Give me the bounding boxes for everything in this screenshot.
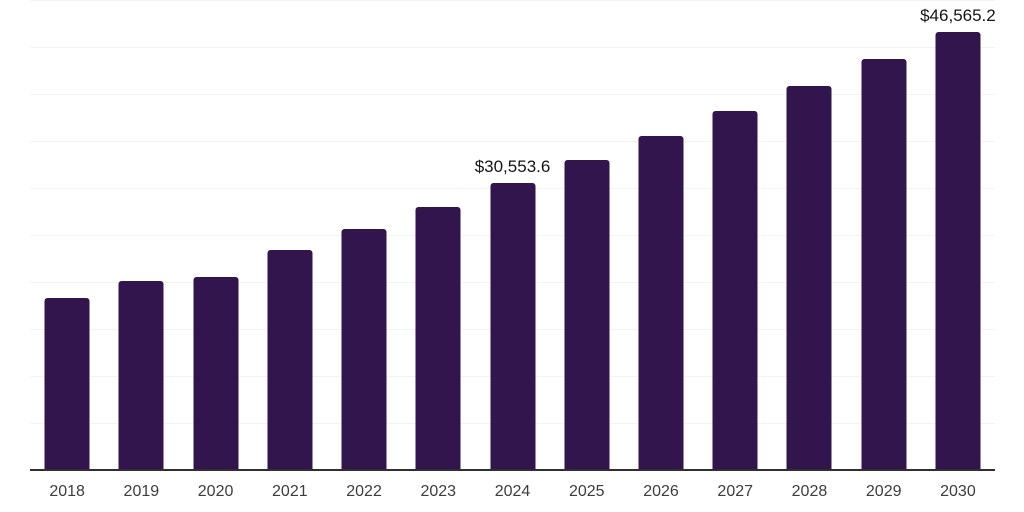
x-axis-label-2027: 2027 bbox=[717, 483, 754, 500]
bar-2024 bbox=[490, 182, 536, 470]
bar-2029 bbox=[861, 59, 907, 470]
bar-slot-2028 bbox=[772, 0, 846, 470]
x-axis-line bbox=[30, 469, 995, 471]
gridline bbox=[30, 0, 995, 1]
bar-slot-2024: $30,553.6 bbox=[474, 0, 551, 470]
bar-2022 bbox=[341, 229, 387, 470]
bar-slot-2026 bbox=[624, 0, 698, 470]
x-axis-label-2030: 2030 bbox=[940, 483, 976, 500]
bar-2026 bbox=[638, 135, 684, 470]
x-axis-label-2022: 2022 bbox=[346, 483, 382, 500]
x-axis-label-2026: 2026 bbox=[643, 483, 679, 500]
gridline bbox=[30, 47, 995, 48]
bar-slot-2021 bbox=[253, 0, 327, 470]
x-axis-label-2019: 2019 bbox=[123, 483, 160, 500]
bar-2028 bbox=[786, 85, 832, 470]
bar-slot-2018 bbox=[30, 0, 104, 470]
x-axis-label-2020: 2020 bbox=[197, 483, 234, 500]
plot-area: $30,553.6 $46,565.2 bbox=[30, 0, 996, 471]
x-axis-label-2024: 2024 bbox=[494, 483, 531, 500]
gridline bbox=[30, 94, 995, 95]
bar-slot-2029 bbox=[847, 0, 921, 470]
x-axis-label-2023: 2023 bbox=[420, 483, 457, 500]
bar-2023 bbox=[415, 206, 461, 470]
bar-2030 bbox=[935, 32, 981, 470]
bar-slot-2027 bbox=[698, 0, 772, 470]
bar-value-label-2030: $46,565.2 bbox=[920, 6, 996, 26]
bar-slot-2030: $46,565.2 bbox=[920, 0, 996, 470]
bar-2020 bbox=[193, 276, 239, 470]
bars-layer: $30,553.6 $46,565.2 bbox=[30, 0, 996, 470]
x-axis-label-2021: 2021 bbox=[272, 483, 308, 500]
bar-2019 bbox=[118, 280, 164, 470]
bar-value-label-2024: $30,553.6 bbox=[474, 156, 551, 176]
x-axis-label-2025: 2025 bbox=[568, 483, 605, 500]
bar-2021 bbox=[267, 250, 313, 470]
bar-slot-2025 bbox=[550, 0, 624, 470]
gridline bbox=[30, 141, 995, 142]
bar-slot-2019 bbox=[104, 0, 178, 470]
bar-2025 bbox=[564, 160, 610, 470]
bar-slot-2022 bbox=[327, 0, 401, 470]
x-axis-labels: 2018 2019 2020 2021 2022 2023 2024 2025 2026 2027… bbox=[30, 470, 995, 501]
x-axis-label-2029: 2029 bbox=[865, 483, 902, 500]
bar-2018 bbox=[44, 298, 90, 470]
x-axis-label-2028: 2028 bbox=[791, 483, 828, 500]
bar-slot-2023 bbox=[401, 0, 475, 470]
bar-slot-2020 bbox=[178, 0, 252, 470]
x-axis-label-2018: 2018 bbox=[49, 483, 85, 500]
bar-2027 bbox=[712, 110, 758, 470]
